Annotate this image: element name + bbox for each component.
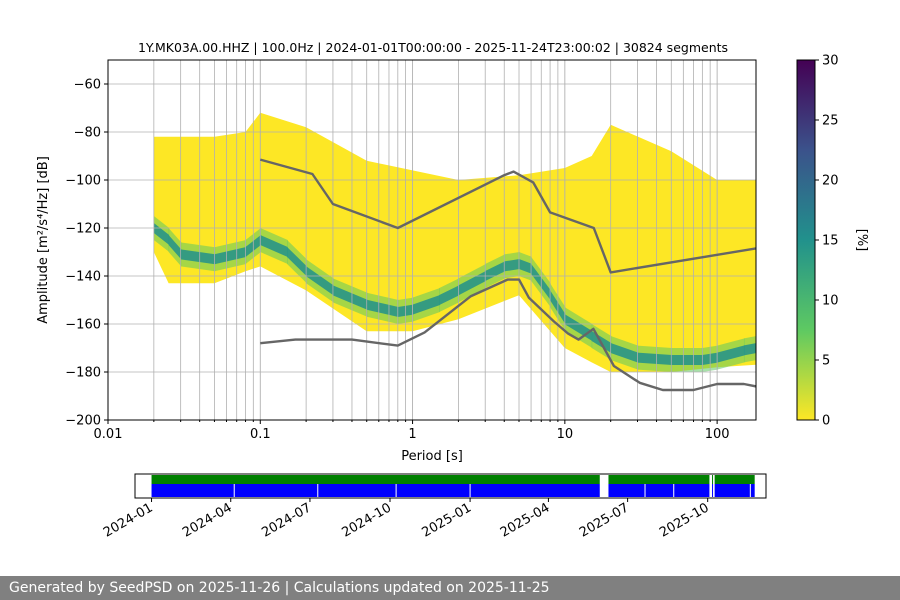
y-tick-label: −200 — [65, 414, 101, 429]
mode-band-core — [214, 247, 247, 265]
y-tick-label: −80 — [74, 126, 101, 141]
plot-area — [108, 60, 756, 420]
y-tick-label: −160 — [65, 318, 101, 333]
ppsd-envelope-area — [153, 112, 756, 372]
x-axis: 0.01 0.1 1 10 100 — [94, 420, 730, 442]
low-noise-model-line — [260, 278, 756, 392]
mode-band-core — [458, 271, 486, 296]
mode-band-core — [717, 345, 745, 363]
colorbar-ticks: 0 5 10 15 20 25 30 — [815, 54, 839, 429]
colorbar-label: [%] — [854, 229, 869, 252]
coverage-bar — [714, 484, 755, 497]
processed-bar — [608, 475, 710, 484]
mode-band-core — [671, 355, 703, 365]
coverage-bar — [151, 484, 600, 497]
y-tick-label: −180 — [65, 366, 101, 381]
timeline-tick-label: 2025-07 — [577, 500, 632, 540]
mode-band-core — [637, 352, 672, 365]
timeline-axis: 2024-01 2024-04 2024-07 2024-10 2025-01 2025-… — [101, 498, 712, 541]
timeline-tick-label: 2024-10 — [339, 500, 394, 540]
y-axis: −60 −80 −100 −120 −140 −160 −180 −200 — [65, 78, 108, 429]
colorbar-tick-label: 25 — [822, 114, 839, 129]
mode-band-core — [504, 259, 520, 272]
y-axis-label: Amplitude [m²/s⁴/Hz] [dB] — [36, 156, 51, 324]
ppsd-envelope — [153, 112, 756, 372]
mode-band-core — [439, 285, 460, 305]
timeline-tick-label: 2025-04 — [498, 500, 553, 540]
x-tick-label: 1 — [408, 427, 416, 442]
chart-title: 1Y.MK03A.00.HHZ | 100.0Hz | 2024-01-01T0… — [138, 40, 728, 55]
timeline-tick-label: 2024-04 — [180, 500, 235, 540]
colorbar-tick-label: 0 — [822, 414, 830, 429]
mode-band-core — [743, 343, 756, 356]
mode-band-core — [366, 299, 399, 317]
x-tick-label: 0.01 — [94, 427, 123, 442]
mode-band-core — [287, 247, 307, 277]
noise-model-lines — [259, 158, 756, 392]
plot-frame — [107, 59, 757, 421]
colorbar-tick-label: 30 — [822, 54, 839, 69]
y-tick-label: −120 — [65, 222, 101, 237]
timeline-tick-label: 2025-10 — [657, 500, 712, 540]
colorbar-tick-label: 10 — [822, 294, 839, 309]
mode-band-core — [153, 223, 170, 245]
y-tick-label: −140 — [65, 270, 101, 285]
mode-band-core — [306, 266, 334, 296]
mode-band-core — [332, 285, 368, 310]
mode-band-core — [519, 259, 532, 274]
footer-note: Generated by SeedPSD on 2025-11-26 | Cal… — [0, 576, 900, 600]
mode-band-core — [168, 235, 182, 260]
coverage-bar — [608, 484, 710, 497]
x-tick-label: 10 — [557, 427, 574, 442]
ppsd-figure: 1Y.MK03A.00.HHZ | 100.0Hz | 2024-01-01T0… — [36, 40, 869, 541]
y-tick-label: −100 — [65, 174, 101, 189]
data-availability-bars — [151, 475, 755, 497]
mode-band-core — [412, 295, 440, 315]
timeline-tick-label: 2024-07 — [259, 500, 314, 540]
y-tick-label: −60 — [74, 78, 101, 93]
timeline-tick-label: 2025-01 — [420, 500, 475, 540]
colorbar-tick-label: 20 — [822, 174, 839, 189]
coverage-bar — [712, 484, 714, 497]
processed-bar — [714, 475, 755, 484]
x-axis-label: Period [s] — [401, 449, 463, 464]
colorbar — [796, 59, 816, 421]
mode-band-core — [180, 249, 216, 265]
x-tick-label: 0.1 — [250, 427, 271, 442]
x-tick-label: 100 — [705, 427, 730, 442]
ppsd-mode-band — [153, 216, 756, 372]
timeline-tick-label: 2024-01 — [101, 500, 156, 540]
colorbar-tick-label: 15 — [822, 234, 839, 249]
processed-bar — [151, 475, 600, 484]
grid-lines — [108, 60, 756, 420]
colorbar-tick-label: 5 — [822, 354, 830, 369]
processed-bar — [712, 475, 714, 484]
mode-band-core — [610, 343, 639, 363]
high-noise-model-line — [259, 158, 756, 274]
mode-band-core — [260, 235, 288, 257]
